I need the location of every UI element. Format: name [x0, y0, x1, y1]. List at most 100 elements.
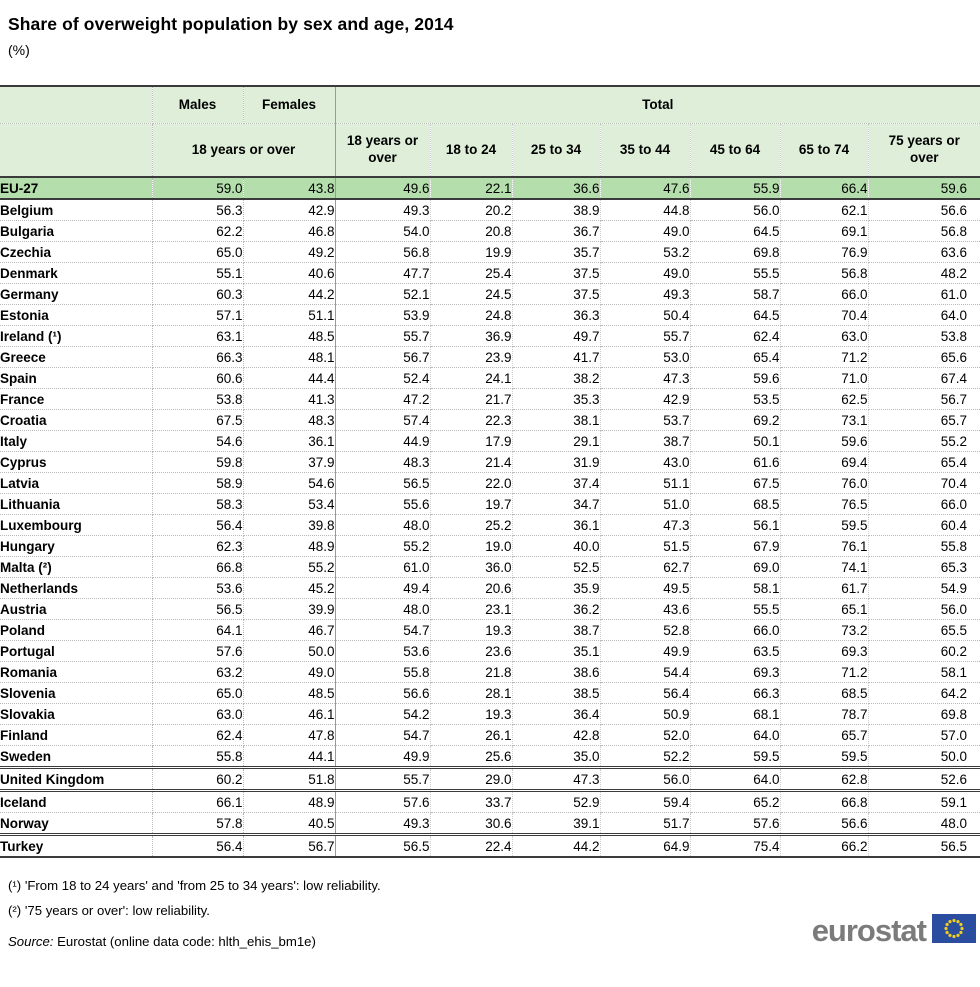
value-cell: 49.9 [335, 745, 431, 768]
value-cell: 70.4 [780, 304, 869, 326]
column-group-header [0, 86, 153, 124]
value-cell: 35.1 [512, 640, 601, 662]
value-cell: 49.0 [243, 661, 336, 683]
value-cell: 59.5 [780, 745, 869, 768]
value-cell: 63.6 [868, 241, 980, 263]
value-cell: 56.4 [152, 514, 244, 536]
value-cell: 55.9 [690, 177, 781, 200]
value-cell: 64.0 [690, 724, 781, 746]
table-row: Belgium 56.3 42.9 49.3 20.2 38.9 44.8 56.0 62.1 5… [0, 199, 980, 221]
value-cell: 59.0 [152, 177, 244, 200]
value-cell: 30.6 [430, 812, 513, 835]
value-cell: 65.0 [152, 241, 244, 263]
value-cell: 23.6 [430, 640, 513, 662]
value-cell: 55.5 [690, 262, 781, 284]
value-cell: 56.6 [780, 812, 869, 835]
row-label: Denmark [0, 262, 153, 284]
table-row: Germany 60.3 44.2 52.1 24.5 37.5 49.3 58.7 66.0 6… [0, 283, 980, 305]
row-label: Spain [0, 367, 153, 389]
value-cell: 56.7 [868, 388, 980, 410]
value-cell: 57.6 [335, 789, 431, 813]
value-cell: 56.0 [690, 199, 781, 221]
value-cell: 19.3 [430, 703, 513, 725]
value-cell: 48.2 [868, 262, 980, 284]
table-row: Portugal 57.6 50.0 53.6 23.6 35.1 49.9 63.5 69.3… [0, 640, 980, 662]
value-cell: 62.4 [152, 724, 244, 746]
value-cell: 69.8 [690, 241, 781, 263]
value-cell: 49.2 [243, 241, 336, 263]
table-row: Turkey 56.4 56.7 56.5 22.4 44.2 64.9 75.4 66.2 56… [0, 833, 980, 858]
value-cell: 70.4 [868, 472, 980, 494]
value-cell: 71.2 [780, 346, 869, 368]
row-label: Romania [0, 661, 153, 683]
value-cell: 54.2 [335, 703, 431, 725]
row-label: Lithuania [0, 493, 153, 515]
value-cell: 51.8 [243, 766, 336, 791]
value-cell: 52.1 [335, 283, 431, 305]
value-cell: 35.0 [512, 745, 601, 768]
value-cell: 45.2 [243, 577, 336, 599]
value-cell: 66.0 [690, 619, 781, 641]
value-cell: 66.0 [868, 493, 980, 515]
table-row: Sweden 55.8 44.1 49.9 25.6 35.0 52.2 59.5 59.5 50… [0, 745, 980, 768]
row-label: Norway [0, 812, 153, 835]
value-cell: 47.2 [335, 388, 431, 410]
value-cell: 20.2 [430, 199, 513, 221]
value-cell: 53.6 [335, 640, 431, 662]
column-header: 75 years or over [868, 123, 980, 178]
value-cell: 56.4 [600, 682, 691, 704]
value-cell: 56.0 [868, 598, 980, 620]
value-cell: 62.4 [690, 325, 781, 347]
value-cell: 57.8 [152, 812, 244, 835]
value-cell: 47.3 [512, 766, 601, 791]
value-cell: 49.3 [335, 199, 431, 221]
value-cell: 48.0 [335, 514, 431, 536]
value-cell: 47.3 [600, 367, 691, 389]
value-cell: 62.7 [600, 556, 691, 578]
value-cell: 17.9 [430, 430, 513, 452]
value-cell: 38.9 [512, 199, 601, 221]
value-cell: 53.7 [600, 409, 691, 431]
value-cell: 58.7 [690, 283, 781, 305]
value-cell: 48.3 [335, 451, 431, 473]
value-cell: 48.1 [243, 346, 336, 368]
value-cell: 56.8 [868, 220, 980, 242]
value-cell: 33.7 [430, 789, 513, 813]
value-cell: 66.0 [780, 283, 869, 305]
value-cell: 76.0 [780, 472, 869, 494]
value-cell: 36.9 [430, 325, 513, 347]
value-cell: 66.8 [780, 789, 869, 813]
value-cell: 36.4 [512, 703, 601, 725]
value-cell: 60.3 [152, 283, 244, 305]
value-cell: 61.0 [868, 283, 980, 305]
value-cell: 68.5 [690, 493, 781, 515]
table-row: Denmark 55.1 40.6 47.7 25.4 37.5 49.0 55.5 56.8 4… [0, 262, 980, 284]
value-cell: 71.0 [780, 367, 869, 389]
value-cell: 64.5 [690, 304, 781, 326]
value-cell: 60.6 [152, 367, 244, 389]
table-row: Hungary 62.3 48.9 55.2 19.0 40.0 51.5 67.9 76.1 5… [0, 535, 980, 557]
value-cell: 60.2 [152, 766, 244, 791]
row-label: Bulgaria [0, 220, 153, 242]
value-cell: 46.8 [243, 220, 336, 242]
value-cell: 66.2 [780, 833, 869, 858]
value-cell: 52.5 [512, 556, 601, 578]
value-cell: 62.3 [152, 535, 244, 557]
value-cell: 61.0 [335, 556, 431, 578]
value-cell: 49.9 [600, 640, 691, 662]
value-cell: 37.4 [512, 472, 601, 494]
value-cell: 69.0 [690, 556, 781, 578]
table-row: Malta (²) 66.8 55.2 61.0 36.0 52.5 62.7 69.0 74.… [0, 556, 980, 578]
value-cell: 56.1 [690, 514, 781, 536]
value-cell: 58.9 [152, 472, 244, 494]
value-cell: 59.5 [690, 745, 781, 768]
row-label: Estonia [0, 304, 153, 326]
value-cell: 53.0 [600, 346, 691, 368]
value-cell: 47.3 [600, 514, 691, 536]
value-cell: 75.4 [690, 833, 781, 858]
value-cell: 64.0 [690, 766, 781, 791]
value-cell: 68.1 [690, 703, 781, 725]
value-cell: 21.7 [430, 388, 513, 410]
value-cell: 64.0 [868, 304, 980, 326]
value-cell: 21.4 [430, 451, 513, 473]
